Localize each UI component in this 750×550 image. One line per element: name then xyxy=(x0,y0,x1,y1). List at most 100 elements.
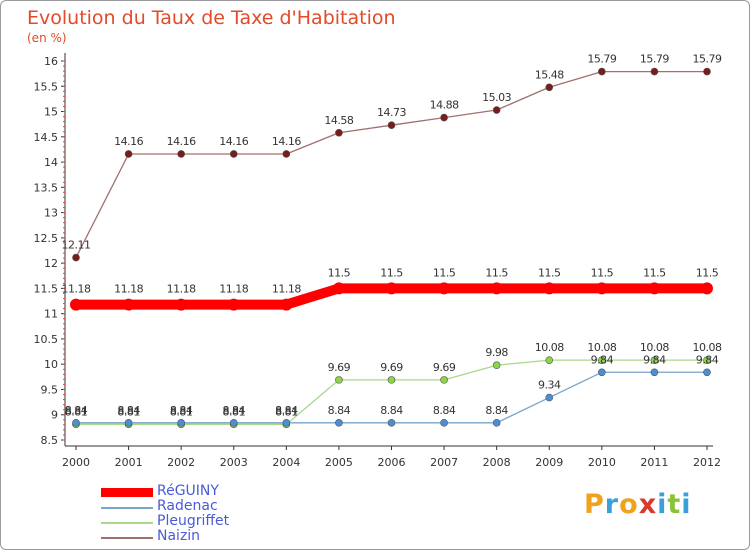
logo-letter: r xyxy=(604,489,620,520)
data-label-r-guiny: 11.18 xyxy=(219,283,248,296)
y-tick-label: 13.5 xyxy=(34,181,59,194)
legend-item-naizin: Naizin xyxy=(101,528,321,545)
data-label-pleugriffet: 8.81 xyxy=(65,405,88,418)
y-tick-label: 10.5 xyxy=(34,333,59,346)
data-label-radenac: 9.84 xyxy=(696,353,719,366)
logo-letter: P xyxy=(584,489,605,520)
data-label-r-guiny: 11.5 xyxy=(538,266,561,279)
y-tick-label: 12 xyxy=(44,257,58,270)
data-point-pleugriffet xyxy=(703,356,711,364)
data-point-pleugriffet xyxy=(545,356,554,364)
x-tick-label: 2009 xyxy=(535,456,563,469)
data-point-radenac xyxy=(650,368,659,377)
data-point-r-guiny xyxy=(701,282,713,295)
data-label-radenac: 8.84 xyxy=(328,404,351,417)
data-label-r-guiny: 11.18 xyxy=(272,283,301,296)
data-label-pleugriffet: 9.98 xyxy=(485,346,508,359)
data-point-radenac xyxy=(229,419,238,427)
data-label-pleugriffet: 10.08 xyxy=(693,341,722,354)
data-label-naizin: 12.11 xyxy=(62,239,91,252)
data-point-radenac xyxy=(335,419,343,427)
x-tick-label: 2000 xyxy=(62,456,90,469)
data-point-pleugriffet xyxy=(335,376,343,384)
legend-label-naizin: Naizin xyxy=(157,528,201,544)
data-point-r-guiny xyxy=(543,282,556,295)
legend: RéGUINY Radenac Pleugriffet Naizin xyxy=(101,483,321,545)
data-label-r-guiny: 11.5 xyxy=(591,266,614,279)
data-label-r-guiny: 11.5 xyxy=(643,266,666,279)
data-label-pleugriffet: 10.08 xyxy=(640,341,669,354)
data-point-r-guiny xyxy=(280,298,293,311)
data-point-radenac xyxy=(72,419,80,427)
chart-title: Evolution du Taux de Taxe d'Habitation xyxy=(27,7,396,29)
data-label-r-guiny: 11.5 xyxy=(328,266,351,279)
x-tick-label: 2007 xyxy=(430,456,458,469)
data-point-naizin xyxy=(440,113,448,122)
data-point-naizin xyxy=(124,150,133,158)
legend-swatch-radenac xyxy=(101,507,153,509)
data-label-pleugriffet: 9.69 xyxy=(433,361,456,374)
data-label-naizin: 14.58 xyxy=(324,114,353,127)
data-label-naizin: 15.48 xyxy=(535,68,564,81)
data-point-naizin xyxy=(492,106,501,114)
data-label-naizin: 14.16 xyxy=(272,135,301,148)
legend-swatch-reguiny xyxy=(101,488,153,497)
data-label-radenac: 8.84 xyxy=(65,404,88,417)
data-label-r-guiny: 11.5 xyxy=(696,266,719,279)
data-point-radenac xyxy=(598,368,606,377)
x-tick-label: 2011 xyxy=(640,456,668,469)
x-tick-label: 2006 xyxy=(378,456,406,469)
data-point-pleugriffet xyxy=(440,376,448,384)
x-tick-label: 2008 xyxy=(483,456,511,469)
x-tick-label: 2004 xyxy=(272,456,300,469)
y-tick-label: 12.5 xyxy=(34,232,59,245)
legend-swatch-naizin xyxy=(101,537,153,539)
data-label-naizin: 15.79 xyxy=(693,53,722,66)
data-point-r-guiny xyxy=(175,298,188,311)
logo-letter: i xyxy=(681,489,692,520)
data-point-naizin xyxy=(703,67,711,76)
data-label-r-guiny: 11.5 xyxy=(433,266,456,279)
data-label-naizin: 14.73 xyxy=(377,106,406,119)
y-tick-label: 14 xyxy=(44,156,58,169)
data-label-radenac: 9.34 xyxy=(538,379,561,392)
data-label-naizin: 15.03 xyxy=(482,91,511,104)
y-tick-label: 15 xyxy=(44,106,58,119)
data-label-pleugriffet: 8.81 xyxy=(170,405,193,418)
data-point-naizin xyxy=(177,150,185,158)
data-point-r-guiny xyxy=(648,282,661,295)
y-tick-label: 8.5 xyxy=(41,434,59,447)
data-label-pleugriffet: 10.08 xyxy=(587,341,616,354)
data-label-r-guiny: 11.5 xyxy=(380,266,403,279)
legend-label-pleugriffet: Pleugriffet xyxy=(157,513,230,529)
data-label-naizin: 14.16 xyxy=(219,135,248,148)
y-tick-label: 15.5 xyxy=(34,80,59,93)
x-tick-label: 2010 xyxy=(588,456,616,469)
data-label-radenac: 8.84 xyxy=(380,404,403,417)
data-label-naizin: 15.79 xyxy=(587,53,616,66)
data-label-r-guiny: 11.18 xyxy=(114,283,143,296)
data-point-r-guiny xyxy=(70,298,82,311)
y-tick-label: 16 xyxy=(44,55,58,68)
data-point-naizin xyxy=(229,150,238,158)
data-point-r-guiny xyxy=(438,282,451,295)
data-point-pleugriffet xyxy=(492,361,501,370)
data-label-naizin: 14.16 xyxy=(167,135,196,148)
data-point-radenac xyxy=(177,419,185,427)
data-point-r-guiny xyxy=(490,282,503,295)
unit-label: (en %) xyxy=(27,31,67,45)
series-line-naizin xyxy=(75,70,707,258)
y-tick-label: 11.5 xyxy=(34,282,59,295)
x-tick-label: 2012 xyxy=(693,456,721,469)
data-label-radenac: 8.84 xyxy=(223,404,246,417)
x-tick-label: 2002 xyxy=(167,456,195,469)
data-point-radenac xyxy=(545,393,554,402)
y-tick-label: 13 xyxy=(44,207,58,220)
data-point-naizin xyxy=(335,128,343,137)
data-label-pleugriffet: 10.08 xyxy=(535,341,564,354)
data-point-r-guiny xyxy=(122,298,135,311)
data-point-radenac xyxy=(492,419,501,427)
data-label-pleugriffet: 9.69 xyxy=(380,361,403,374)
data-label-radenac: 8.84 xyxy=(275,404,298,417)
